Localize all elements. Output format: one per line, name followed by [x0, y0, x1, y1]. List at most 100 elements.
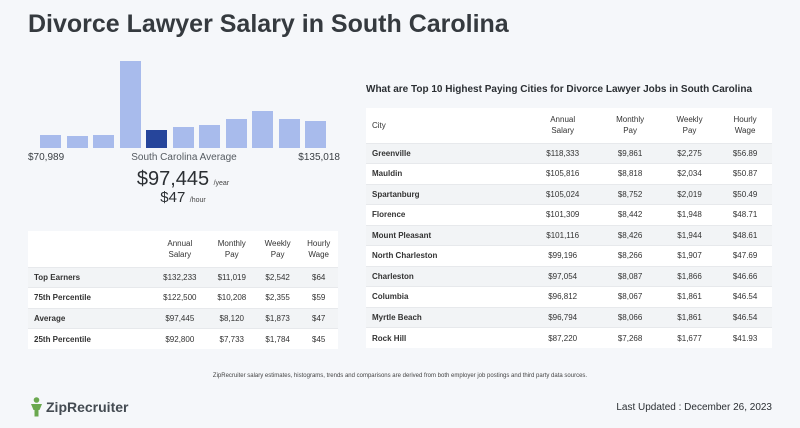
percentile-value: $1,873 — [255, 307, 300, 329]
city-value: $1,861 — [660, 286, 719, 307]
city-value: $105,816 — [526, 163, 600, 184]
city-value: $1,866 — [660, 265, 719, 287]
city-value: $1,948 — [660, 204, 719, 225]
header-monthly-pay: Monthly Pay — [599, 108, 661, 143]
header-weekly-pay: Weekly Pay — [255, 231, 300, 267]
histogram-low-label: $70,989 — [28, 152, 65, 163]
header-annual-salary: Annual Salary — [152, 231, 208, 267]
percentile-value: $97,445 — [152, 307, 208, 329]
percentile-value: $7,733 — [207, 328, 256, 349]
histogram-high-label: $135,018 — [298, 152, 340, 163]
city-row: Mount Pleasant $101,116 $8,426 $1,944 $48.61 — [366, 224, 772, 246]
percentile-table: Annual Salary Monthly Pay Weekly Pay Hourly… — [28, 231, 338, 349]
percentile-value: $132,233 — [152, 266, 208, 288]
histogram-bar — [252, 111, 273, 148]
header-blank — [28, 231, 152, 267]
city-value: $101,116 — [526, 224, 600, 246]
city-value: $8,266 — [599, 245, 661, 266]
percentile-row: Top Earners $132,233 $11,019 $2,542 $64 — [28, 266, 338, 288]
city-value: $46.66 — [718, 265, 772, 287]
last-updated: Last Updated : December 26, 2023 — [616, 402, 772, 413]
city-value: $118,333 — [526, 142, 600, 164]
ziprecruiter-logo-text: ZipRecruiter — [46, 399, 129, 415]
histogram-bar — [225, 119, 247, 148]
city-value: $2,275 — [660, 142, 719, 164]
percentile-value: $2,355 — [255, 287, 300, 308]
header-weekly-pay: Weekly Pay — [660, 108, 719, 143]
header-city: City — [366, 108, 526, 143]
city-value: $8,442 — [599, 204, 661, 225]
city-value: $1,677 — [660, 327, 719, 348]
city-value: $8,818 — [599, 163, 661, 184]
city-row: Mauldin $105,816 $8,818 $2,034 $50.87 — [366, 163, 772, 184]
city-value: $1,861 — [660, 306, 719, 328]
header-monthly-pay: Monthly Pay — [207, 231, 256, 267]
city-name: Mount Pleasant — [366, 224, 526, 246]
city-value: $96,794 — [526, 306, 600, 328]
histogram-bar — [66, 136, 88, 148]
city-value: $7,268 — [599, 327, 661, 348]
city-name: Mauldin — [366, 163, 526, 184]
percentile-row: Average $97,445 $8,120 $1,873 $47 — [28, 307, 338, 329]
city-row: Florence $101,309 $8,442 $1,948 $48.71 — [366, 204, 772, 225]
city-value: $50.87 — [718, 163, 772, 184]
city-name: North Charleston — [366, 245, 526, 266]
average-hourly-unit: /hour — [189, 197, 206, 204]
city-name: Greenville — [366, 142, 526, 164]
average-yearly-salary: $97,445 /year — [0, 168, 366, 191]
city-value: $97,054 — [526, 265, 600, 287]
percentile-value: $45 — [299, 328, 338, 349]
histogram-bar — [172, 127, 194, 148]
average-yearly-unit: /year — [213, 180, 230, 187]
average-hourly-wage: $47 /hour — [0, 189, 366, 207]
percentile-table-header: Annual Salary Monthly Pay Weekly Pay Hourly… — [28, 231, 338, 267]
city-name: Florence — [366, 204, 526, 225]
city-value: $41.93 — [718, 327, 772, 348]
histogram-bar — [305, 121, 326, 148]
ziprecruiter-logo-icon — [31, 397, 42, 417]
header-annual-salary: Annual Salary — [526, 108, 600, 143]
city-row: Myrtle Beach $96,794 $8,066 $1,861 $46.54 — [366, 306, 772, 328]
city-value: $48.61 — [718, 224, 772, 246]
city-value: $46.54 — [718, 286, 772, 307]
histogram-bar — [146, 130, 167, 148]
city-value: $8,067 — [599, 286, 661, 307]
city-value: $47.69 — [718, 245, 772, 266]
percentile-value: $8,120 — [207, 307, 256, 329]
city-value: $2,034 — [660, 163, 719, 184]
histogram-mid-label: South Carolina Average — [131, 152, 237, 163]
city-value: $8,066 — [599, 306, 661, 328]
percentile-value: $64 — [299, 266, 338, 288]
disclaimer: ZipRecruiter salary estimates, histogram… — [212, 373, 588, 379]
page-title: Divorce Lawyer Salary in South Carolina — [28, 10, 509, 38]
cities-table-header: City Annual Salary Monthly Pay Weekly Pay H… — [366, 108, 772, 143]
city-value: $99,196 — [526, 245, 600, 266]
cities-table: City Annual Salary Monthly Pay Weekly Pay H… — [366, 108, 772, 348]
city-value: $48.71 — [718, 204, 772, 225]
average-hourly-value: $47 — [160, 189, 186, 206]
histogram-bar — [278, 119, 300, 148]
salary-histogram — [40, 56, 326, 148]
city-value: $1,907 — [660, 245, 719, 266]
percentile-label: Top Earners — [28, 266, 152, 288]
percentile-value: $1,784 — [255, 328, 300, 349]
header-hourly-wage: Hourly Wage — [718, 108, 772, 143]
percentile-value: $11,019 — [207, 266, 256, 288]
histogram-bar — [199, 125, 220, 148]
city-name: Spartanburg — [366, 183, 526, 205]
percentile-label: Average — [28, 307, 152, 329]
percentile-value: $47 — [299, 307, 338, 329]
city-value: $105,024 — [526, 183, 600, 205]
histogram-bar — [40, 135, 61, 148]
histogram-bar — [119, 61, 141, 148]
city-row: North Charleston $99,196 $8,266 $1,907 $47.6… — [366, 245, 772, 266]
header-hourly-wage: Hourly Wage — [299, 231, 338, 267]
city-row: Columbia $96,812 $8,067 $1,861 $46.54 — [366, 286, 772, 307]
city-name: Myrtle Beach — [366, 306, 526, 328]
city-row: Spartanburg $105,024 $8,752 $2,019 $50.49 — [366, 183, 772, 205]
city-row: Rock Hill $87,220 $7,268 $1,677 $41.93 — [366, 327, 772, 348]
average-yearly-value: $97,445 — [136, 168, 210, 190]
percentile-value: $2,542 — [255, 266, 300, 288]
percentile-label: 25th Percentile — [28, 328, 152, 349]
ziprecruiter-logo[interactable]: ZipRecruiter — [30, 396, 128, 418]
